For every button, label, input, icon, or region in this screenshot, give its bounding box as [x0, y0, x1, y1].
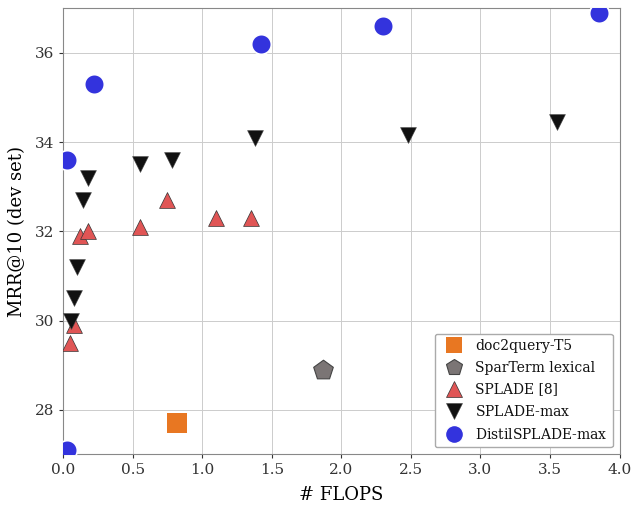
Point	[62, 446, 72, 454]
Point	[318, 366, 328, 374]
Point	[69, 321, 79, 329]
Point	[250, 134, 260, 142]
Point	[62, 156, 72, 164]
Legend: doc2query-T5, SparTerm lexical, SPLADE [8], SPLADE-$\mathregular{max}$, DistilSP: doc2query-T5, SparTerm lexical, SPLADE […	[435, 334, 612, 447]
Point	[378, 22, 388, 30]
Point	[67, 316, 77, 325]
Point	[134, 160, 145, 168]
Point	[75, 232, 85, 240]
Point	[593, 9, 604, 17]
Point	[77, 196, 88, 204]
X-axis label: # FLOPS: # FLOPS	[299, 486, 383, 504]
Point	[211, 214, 221, 222]
Point	[65, 339, 75, 347]
Point	[403, 132, 413, 140]
Point	[83, 174, 93, 182]
Point	[134, 223, 145, 231]
Point	[72, 263, 82, 271]
Point	[166, 156, 177, 164]
Point	[552, 118, 562, 126]
Point	[69, 294, 79, 302]
Point	[83, 227, 93, 236]
Point	[163, 196, 173, 204]
Point	[255, 40, 266, 48]
Point	[172, 419, 182, 427]
Y-axis label: MRR@10 (dev set): MRR@10 (dev set)	[8, 146, 26, 317]
Point	[88, 80, 99, 88]
Point	[246, 214, 256, 222]
